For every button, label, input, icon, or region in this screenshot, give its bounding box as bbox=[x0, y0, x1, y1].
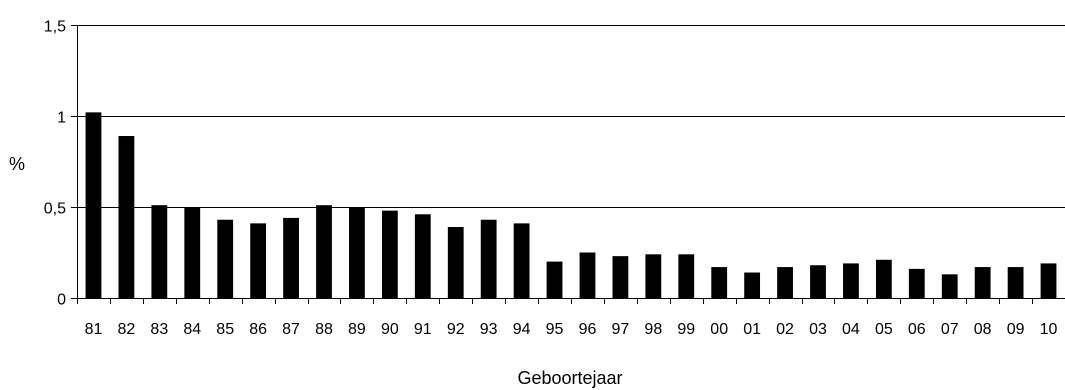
bar-84 bbox=[184, 207, 201, 298]
x-tick-label-82: 82 bbox=[118, 321, 136, 338]
bar-03 bbox=[810, 265, 826, 298]
x-tick-label-97: 97 bbox=[612, 321, 630, 338]
bar-88 bbox=[316, 205, 332, 298]
x-tick-label-85: 85 bbox=[216, 321, 234, 338]
x-tick-label-10: 10 bbox=[1040, 321, 1058, 338]
x-tick-label-00: 00 bbox=[710, 321, 728, 338]
bar-04 bbox=[843, 263, 859, 298]
x-tick-label-06: 06 bbox=[908, 321, 926, 338]
y-tick-label-2: 1 bbox=[57, 110, 66, 127]
bar-91 bbox=[414, 214, 431, 298]
x-tick-label-95: 95 bbox=[546, 321, 564, 338]
grid-lines bbox=[77, 25, 1065, 208]
bar-99 bbox=[678, 254, 695, 298]
x-tick-label-93: 93 bbox=[480, 321, 498, 338]
x-tick-label-98: 98 bbox=[644, 321, 662, 338]
x-tick-label-03: 03 bbox=[809, 321, 827, 338]
y-tick-label-3: 1,5 bbox=[44, 19, 66, 36]
bar-83 bbox=[151, 205, 168, 298]
bar-05 bbox=[875, 259, 892, 298]
bar-06 bbox=[908, 268, 925, 298]
bar-01 bbox=[744, 272, 761, 298]
x-tick-label-99: 99 bbox=[677, 321, 695, 338]
x-tick-label-01: 01 bbox=[743, 321, 761, 338]
x-tick-label-81: 81 bbox=[85, 321, 103, 338]
y-tick-labels: 0 0,5 1 1,5 bbox=[44, 19, 66, 309]
bar-98 bbox=[645, 254, 662, 298]
bar-81 bbox=[85, 112, 102, 298]
bar-92 bbox=[447, 227, 464, 298]
bar-10 bbox=[1040, 263, 1057, 298]
axes bbox=[71, 25, 1065, 304]
y-axis-label: % bbox=[9, 154, 25, 174]
bar-82 bbox=[118, 136, 135, 298]
x-tick-label-96: 96 bbox=[579, 321, 597, 338]
y-tick-label-1: 0,5 bbox=[44, 201, 66, 218]
x-axis-label: Geboortejaar bbox=[517, 368, 622, 388]
y-tick-label-0: 0 bbox=[57, 292, 66, 309]
x-tick-label-89: 89 bbox=[348, 321, 366, 338]
x-tick-label-83: 83 bbox=[150, 321, 168, 338]
x-tick-label-09: 09 bbox=[1007, 321, 1025, 338]
bar-85 bbox=[217, 219, 234, 298]
bar-89 bbox=[349, 207, 365, 298]
bars bbox=[85, 112, 1057, 298]
x-tick-label-92: 92 bbox=[447, 321, 465, 338]
bar-02 bbox=[777, 267, 793, 298]
x-tick-label-88: 88 bbox=[315, 321, 333, 338]
bar-08 bbox=[974, 267, 991, 298]
x-tick-label-08: 08 bbox=[974, 321, 992, 338]
x-tick-label-90: 90 bbox=[381, 321, 399, 338]
x-tick-label-05: 05 bbox=[875, 321, 893, 338]
bar-95 bbox=[546, 261, 563, 298]
x-tick-labels: 81 82 83 84 85 86 87 88 89 90 91 92 93 94 95 96 97 98 99 00… bbox=[85, 321, 1058, 338]
bar-07 bbox=[941, 274, 958, 298]
bar-09 bbox=[1007, 267, 1024, 298]
x-tick-label-84: 84 bbox=[183, 321, 201, 338]
x-tick-label-87: 87 bbox=[282, 321, 300, 338]
x-tick-label-94: 94 bbox=[513, 321, 531, 338]
x-tick-label-07: 07 bbox=[941, 321, 959, 338]
x-tick-label-04: 04 bbox=[842, 321, 860, 338]
x-tick-label-91: 91 bbox=[414, 321, 432, 338]
bar-97 bbox=[612, 256, 629, 298]
bar-96 bbox=[579, 252, 596, 298]
bar-94 bbox=[513, 223, 530, 298]
bar-93 bbox=[480, 219, 497, 298]
bar-90 bbox=[381, 210, 398, 298]
bar-00 bbox=[711, 267, 728, 298]
bar-87 bbox=[283, 217, 299, 298]
bar-86 bbox=[250, 223, 267, 298]
x-tick-label-86: 86 bbox=[249, 321, 267, 338]
x-tick-label-02: 02 bbox=[776, 321, 794, 338]
